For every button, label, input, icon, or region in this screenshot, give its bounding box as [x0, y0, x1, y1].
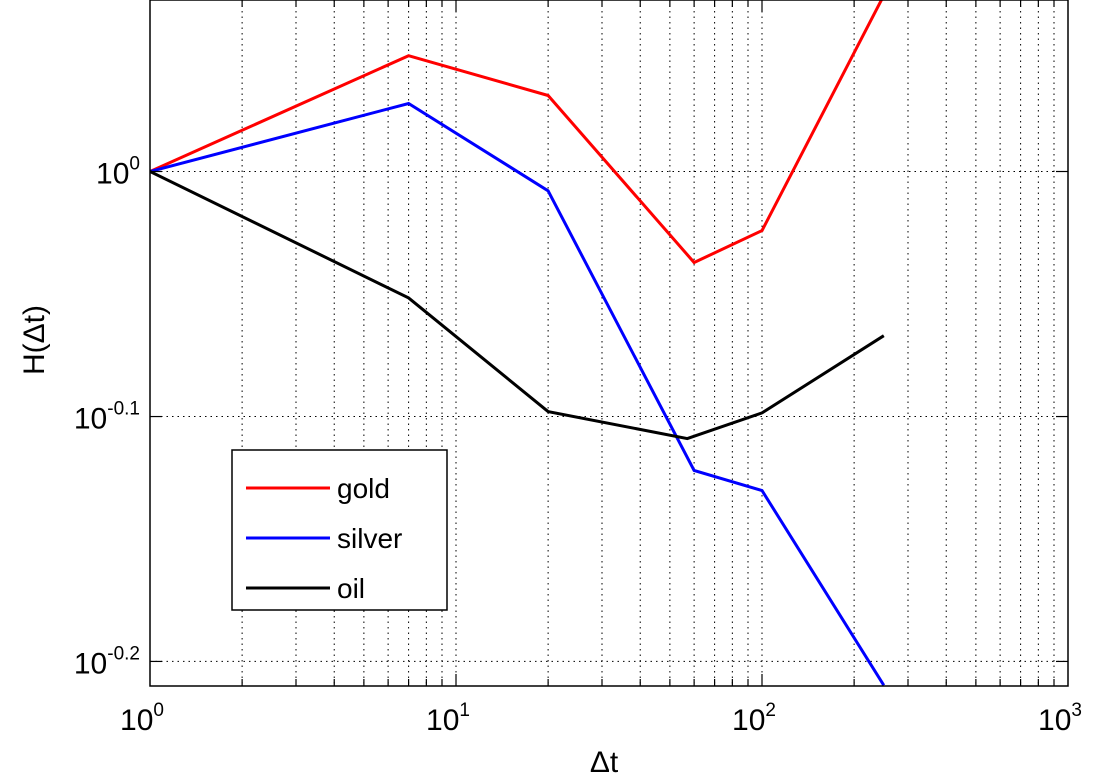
legend-label-gold: gold	[337, 473, 390, 504]
y-tick-labels: 100 10-0.1 10-0.2	[74, 154, 140, 681]
x-tick-label: 102	[732, 700, 776, 737]
series-line-gold	[150, 0, 884, 265]
grid-lines	[150, 0, 1068, 686]
legend-box	[231, 449, 448, 611]
x-tick-label: 100	[120, 700, 164, 737]
y-tick-label: 100	[96, 154, 140, 191]
x-tick-label: 103	[1038, 700, 1082, 737]
axis-ticks	[150, 0, 1068, 686]
legend: gold silver oil	[231, 449, 448, 611]
x-tick-label: 101	[426, 700, 470, 737]
y-tick-label: 10-0.1	[74, 399, 140, 436]
y-axis-label: H(Δt)	[18, 305, 51, 375]
series-lines	[150, 0, 886, 686]
series-line-silver	[150, 101, 886, 686]
series-line-oil	[150, 170, 885, 441]
y-tick-label: 10-0.2	[74, 643, 140, 680]
legend-label-oil: oil	[337, 573, 365, 604]
plot-frame	[149, 0, 1069, 687]
x-axis-label: Δt	[590, 746, 619, 779]
x-tick-labels: 100 101 102 103	[120, 700, 1082, 737]
legend-label-silver: silver	[337, 523, 402, 554]
